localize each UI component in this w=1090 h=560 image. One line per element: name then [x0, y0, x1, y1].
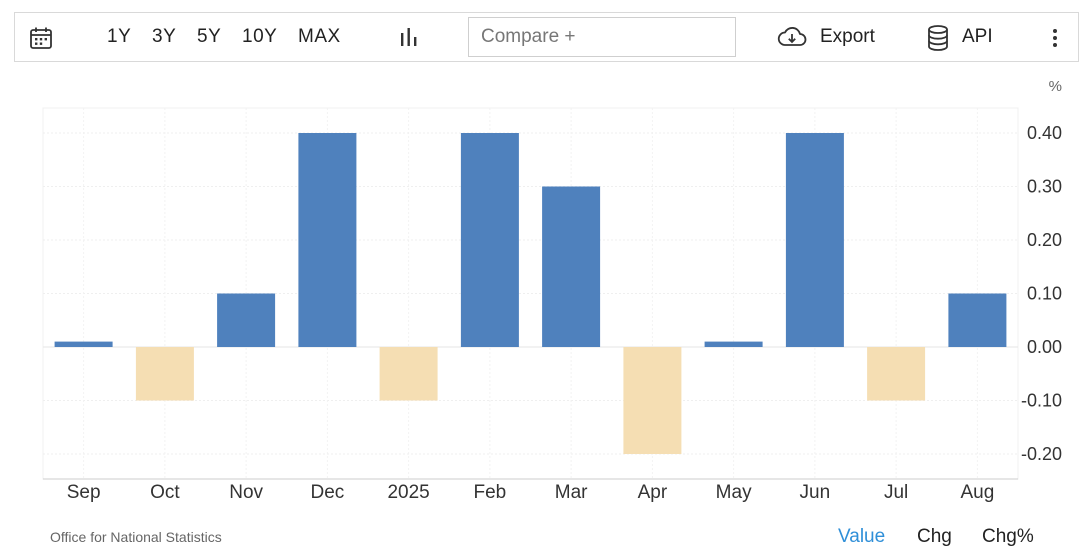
bar-mar — [542, 186, 601, 347]
tab-chg[interactable]: Chg — [917, 526, 952, 547]
x-tick-label: Aug — [960, 482, 994, 503]
x-tick-label: Apr — [638, 482, 668, 503]
export-button[interactable]: Export — [820, 26, 875, 47]
y-tick-label: 0.00 — [1027, 337, 1062, 357]
range-1y-button[interactable]: 1Y — [107, 26, 132, 47]
x-tick-label: Dec — [310, 482, 344, 503]
x-tick-label: Nov — [229, 482, 263, 503]
x-tick-label: Sep — [67, 482, 101, 503]
bar-feb — [460, 133, 519, 347]
x-tick-label: Jun — [800, 482, 831, 503]
bar-aug — [948, 293, 1007, 347]
bar-apr — [623, 347, 682, 454]
bar-oct — [135, 347, 194, 401]
bar-may — [704, 341, 763, 347]
bar-jun — [785, 133, 844, 347]
x-tick-label: Jul — [884, 482, 908, 503]
y-tick-label: 0.30 — [1027, 177, 1062, 197]
y-tick-label: -0.20 — [1021, 444, 1062, 464]
tab-value[interactable]: Value — [838, 526, 886, 547]
bar-sep — [54, 341, 113, 347]
calendar-icon[interactable] — [29, 26, 53, 50]
x-tick-label: Oct — [150, 482, 180, 503]
tab-chg-percent[interactable]: Chg% — [982, 526, 1034, 547]
range-3y-button[interactable]: 3Y — [152, 26, 177, 47]
compare-input[interactable] — [468, 17, 736, 57]
bar-dec — [298, 133, 357, 347]
bar-2025 — [379, 347, 438, 401]
cloud-download-icon[interactable] — [777, 26, 807, 48]
database-icon[interactable] — [927, 25, 949, 51]
chart-toolbar: 1Y 3Y 5Y 10Y MAX Export API — [14, 12, 1079, 62]
bar-jul — [867, 347, 926, 401]
source-label: Office for National Statistics — [50, 529, 222, 545]
range-10y-button[interactable]: 10Y — [242, 26, 278, 47]
x-tick-label: Mar — [555, 482, 588, 503]
x-tick-label: 2025 — [387, 482, 429, 503]
range-max-button[interactable]: MAX — [298, 26, 341, 47]
y-tick-label: -0.10 — [1021, 391, 1062, 411]
more-vertical-icon[interactable] — [1051, 28, 1059, 48]
y-tick-label: 0.20 — [1027, 230, 1062, 250]
api-button[interactable]: API — [962, 26, 993, 47]
bar-chart-icon[interactable] — [399, 27, 419, 47]
y-tick-label: 0.10 — [1027, 284, 1062, 304]
range-5y-button[interactable]: 5Y — [197, 26, 222, 47]
x-tick-label: May — [716, 482, 752, 503]
x-tick-label: Feb — [474, 482, 507, 503]
y-tick-label: 0.40 — [1027, 123, 1062, 143]
bar-nov — [217, 293, 276, 347]
y-unit-label: % — [1049, 78, 1062, 95]
